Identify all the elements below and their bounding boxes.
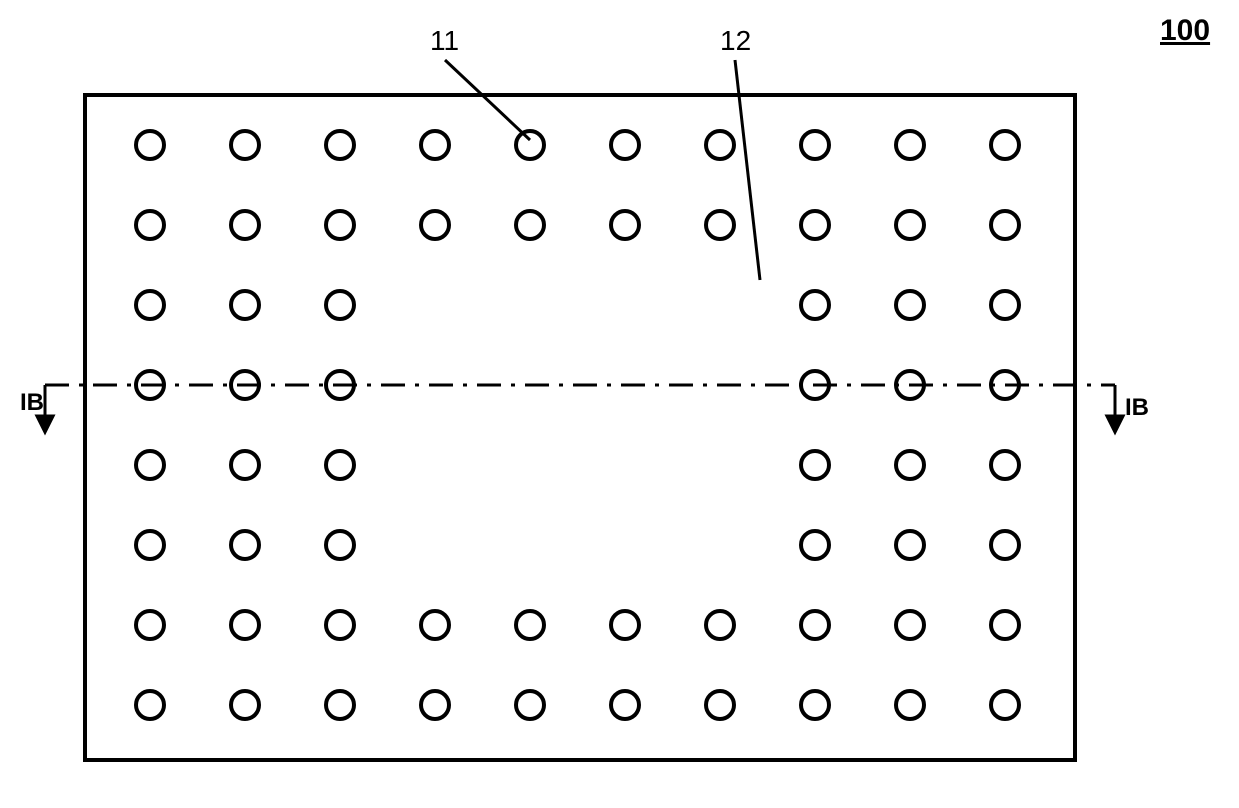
solder-ball [611,691,639,719]
solder-ball [706,131,734,159]
solder-ball [326,291,354,319]
section-label-right: IB [1125,394,1149,421]
solder-ball [326,691,354,719]
solder-ball [326,451,354,479]
solder-ball [421,211,449,239]
callout-11-label: 11 [430,25,459,56]
figure-svg: 100 11 12 IB IB [0,0,1239,808]
solder-ball [896,451,924,479]
solder-ball [896,131,924,159]
solder-ball [231,611,259,639]
callout-11-line [445,60,530,140]
solder-ball [136,131,164,159]
solder-ball [991,611,1019,639]
solder-ball [896,691,924,719]
solder-ball [801,531,829,559]
solder-ball [801,291,829,319]
solder-ball [611,611,639,639]
solder-ball [611,211,639,239]
solder-ball [801,131,829,159]
solder-ball [136,291,164,319]
solder-ball [326,131,354,159]
solder-ball [326,531,354,559]
solder-ball [326,611,354,639]
solder-ball [706,691,734,719]
solder-ball [896,531,924,559]
solder-ball [421,691,449,719]
solder-ball [421,611,449,639]
figure-number-label: 100 [1160,14,1210,47]
solder-ball [991,131,1019,159]
solder-ball [516,691,544,719]
callout-12-label: 12 [720,25,751,56]
solder-ball [516,611,544,639]
solder-ball [231,691,259,719]
solder-ball [611,131,639,159]
solder-ball [231,291,259,319]
solder-ball [801,611,829,639]
solder-ball [706,611,734,639]
solder-ball [991,291,1019,319]
solder-ball [991,691,1019,719]
solder-ball [231,131,259,159]
solder-ball [136,451,164,479]
solder-ball [991,531,1019,559]
solder-ball [136,531,164,559]
solder-ball [896,611,924,639]
solder-ball [801,211,829,239]
solder-ball [421,131,449,159]
solder-ball [516,131,544,159]
solder-ball [896,211,924,239]
solder-ball [991,451,1019,479]
section-label-left: IB [20,389,44,416]
solder-ball [991,211,1019,239]
solder-ball [326,211,354,239]
solder-ball [231,531,259,559]
solder-ball [801,451,829,479]
solder-ball [231,211,259,239]
solder-ball [706,211,734,239]
solder-ball [136,211,164,239]
solder-ball [136,691,164,719]
solder-ball [801,691,829,719]
package-outline [85,95,1075,760]
solder-ball [136,611,164,639]
solder-ball [516,211,544,239]
solder-ball [231,451,259,479]
solder-ball [896,291,924,319]
